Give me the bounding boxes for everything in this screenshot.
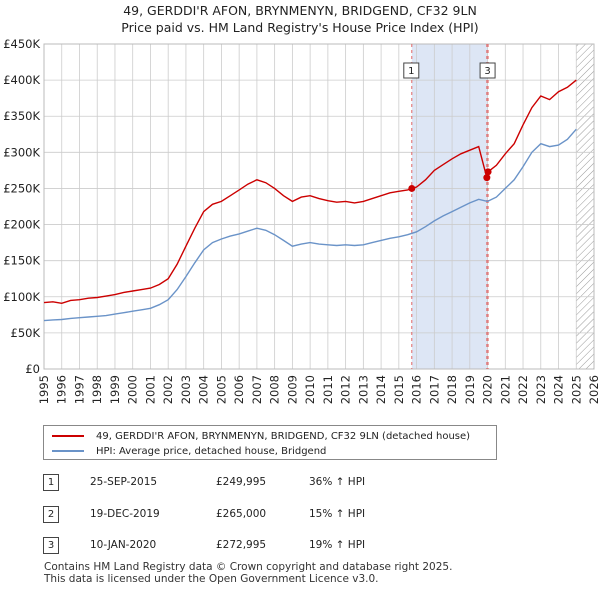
y-tick-label: £300K: [3, 145, 40, 159]
x-tick-label: 2000: [126, 375, 140, 404]
x-tick-label: 2017: [427, 375, 441, 404]
x-tick-label: 2015: [392, 375, 406, 404]
x-tick-label: 2007: [250, 375, 264, 404]
footer-copyright: Contains HM Land Registry data © Crown c…: [44, 561, 452, 573]
y-tick-label: £100K: [3, 290, 40, 304]
x-tick-label: 2024: [552, 375, 566, 404]
legend-swatch-hpi: [52, 450, 84, 452]
marker-box: 1: [404, 63, 419, 78]
transaction-hpi-change: 36% ↑ HPI: [309, 476, 365, 488]
transaction-badge: 3: [43, 537, 59, 554]
marker-box: 3: [480, 63, 495, 78]
legend-item-hpi: HPI: Average price, detached house, Brid…: [52, 444, 326, 458]
x-tick-label: 2001: [143, 375, 157, 404]
marker-box-label: 3: [484, 66, 490, 77]
y-tick-label: £450K: [3, 37, 40, 51]
x-tick-label: 2014: [374, 375, 388, 404]
legend-label-hpi: HPI: Average price, detached house, Brid…: [96, 446, 326, 457]
transaction-date: 10-JAN-2020: [90, 539, 156, 551]
legend-swatch-property: [52, 435, 84, 437]
transaction-date: 19-DEC-2019: [90, 508, 160, 520]
x-tick-label: 2002: [161, 375, 175, 404]
x-tick-label: 2005: [214, 375, 228, 404]
x-tick-label: 1995: [37, 375, 51, 404]
x-tick-label: 2020: [481, 375, 495, 404]
y-tick-label: £150K: [3, 254, 40, 268]
y-tick-label: £400K: [3, 73, 40, 87]
y-tick-label: £0: [25, 362, 40, 376]
x-tick-label: 2023: [534, 375, 548, 404]
transaction-price: £249,995: [216, 476, 266, 488]
plot-frame: [44, 44, 594, 369]
sale-point: [485, 168, 492, 175]
x-tick-label: 2016: [410, 375, 424, 404]
transaction-hpi-change: 19% ↑ HPI: [309, 539, 365, 551]
x-tick-label: 1998: [90, 375, 104, 404]
price-chart: £0 £50K £100K £150K £200K £250K £300K £350K £400…: [0, 0, 600, 420]
x-tick-label: 2006: [232, 375, 246, 404]
x-tick-label: 2026: [587, 375, 600, 404]
x-tick-label: 1999: [108, 375, 122, 404]
x-tick-label: 1997: [72, 375, 86, 404]
y-tick-label: £50K: [11, 326, 41, 340]
x-tick-label: 2022: [516, 375, 530, 404]
x-tick-label: 2010: [303, 375, 317, 404]
x-tick-label: 2011: [321, 375, 335, 404]
x-tick-label: 2019: [463, 375, 477, 404]
ownership-shade: [412, 44, 488, 369]
sale-point: [483, 174, 490, 181]
footer-licence: This data is licensed under the Open Gov…: [44, 573, 379, 585]
transaction-hpi-change: 15% ↑ HPI: [309, 508, 365, 520]
y-tick-label: £200K: [3, 218, 40, 232]
transaction-price: £265,000: [216, 508, 266, 520]
x-tick-label: 2008: [268, 375, 282, 404]
legend-label-property: 49, GERDDI'R AFON, BRYNMENYN, BRIDGEND, …: [96, 431, 470, 442]
x-tick-label: 2021: [498, 375, 512, 404]
x-tick-label: 2009: [285, 375, 299, 404]
y-tick-label: £350K: [3, 109, 40, 123]
x-tick-label: 2025: [569, 375, 583, 404]
x-tick-label: 1996: [55, 375, 69, 404]
transaction-date: 25-SEP-2015: [90, 476, 157, 488]
x-tick-label: 2013: [356, 375, 370, 404]
transaction-price: £272,995: [216, 539, 266, 551]
forecast-hatch: [576, 44, 594, 369]
x-tick-label: 2018: [445, 375, 459, 404]
transaction-badge: 1: [43, 474, 59, 491]
marker-box-label: 1: [408, 66, 414, 77]
x-tick-label: 2003: [179, 375, 193, 404]
transaction-badge: 2: [43, 506, 59, 523]
x-tick-label: 2012: [339, 375, 353, 404]
legend-item-property: 49, GERDDI'R AFON, BRYNMENYN, BRIDGEND, …: [52, 429, 470, 443]
x-tick-label: 2004: [197, 375, 211, 404]
chart-legend: 49, GERDDI'R AFON, BRYNMENYN, BRIDGEND, …: [43, 425, 497, 460]
sale-point: [408, 185, 415, 192]
y-tick-label: £250K: [3, 181, 40, 195]
